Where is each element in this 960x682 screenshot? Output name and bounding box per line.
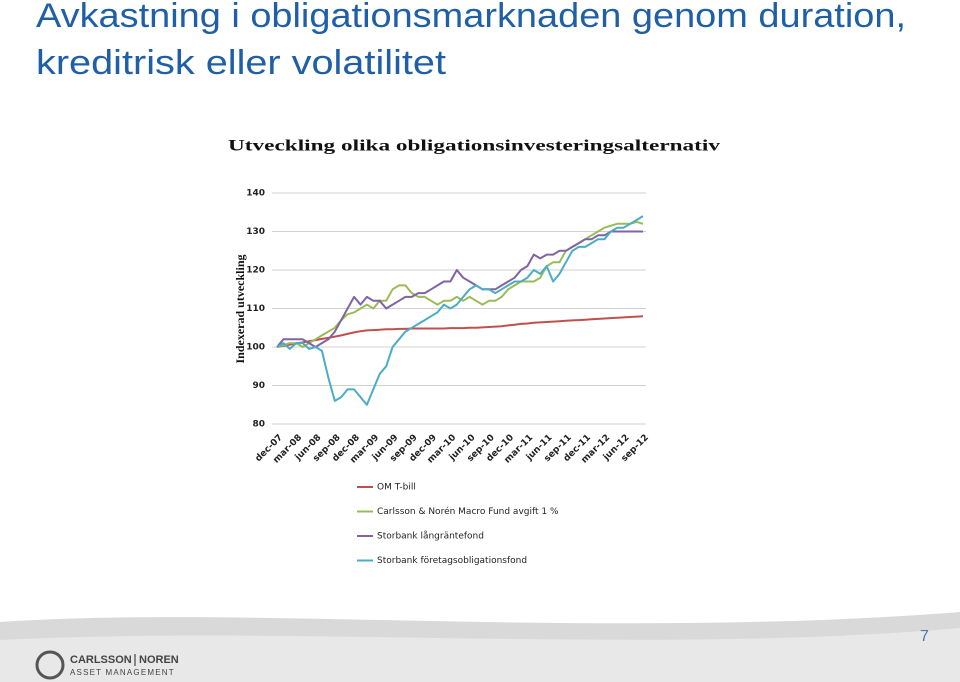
legend-label: Carlsson & Norén Macro Fund avgift 1 % — [377, 506, 559, 517]
legend-label: Storbank företagsobligationsfond — [377, 556, 527, 566]
logo-mark — [35, 650, 65, 680]
y-tick-label: 130 — [246, 227, 265, 237]
logo-subtitle: ASSET MANAGEMENT — [70, 668, 175, 677]
y-tick-label: 110 — [246, 304, 265, 314]
slide-title-line: kreditrisk eller volatilitet — [36, 44, 447, 82]
y-tick-label: 90 — [252, 381, 265, 391]
y-axis-label: Indexerad utveckling — [233, 254, 247, 363]
logo-name: CARLSSON — [70, 654, 132, 666]
legend-label: Storbank långräntefond — [377, 531, 484, 542]
y-tick-label: 120 — [246, 266, 265, 276]
logo-name: NOREN — [139, 654, 179, 666]
series-line — [276, 230, 643, 348]
slide-title-line: Avkastning i obligationsmarknaden genom … — [36, 0, 906, 35]
chart-title: Utveckling olika obligationsinvesterings… — [228, 138, 720, 155]
y-tick-label: 140 — [246, 189, 265, 199]
y-tick-label: 100 — [246, 343, 265, 353]
series-line — [276, 315, 644, 348]
series-line — [276, 215, 644, 406]
footer-band-light — [0, 628, 960, 682]
page-number: 7 — [920, 628, 929, 645]
legend-label: OM T-bill — [377, 483, 416, 493]
logo: CARLSSON NOREN ASSET MANAGEMENT — [35, 650, 179, 680]
y-tick-label: 80 — [252, 420, 265, 430]
